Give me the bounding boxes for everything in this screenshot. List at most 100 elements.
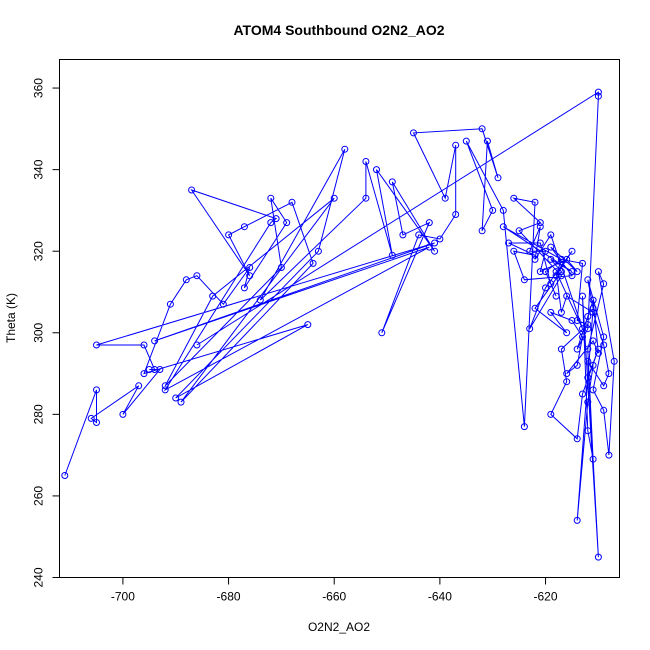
data-point — [563, 370, 571, 378]
data-point — [547, 308, 555, 316]
data-point — [531, 255, 539, 263]
data-point — [547, 410, 555, 418]
data-point — [610, 357, 618, 365]
data-point — [520, 276, 528, 284]
data-point — [579, 333, 586, 341]
data-point — [568, 247, 576, 255]
data-point — [341, 145, 349, 153]
data-point — [542, 247, 549, 255]
data-point — [425, 243, 433, 251]
data-point — [584, 345, 592, 353]
data-point — [573, 268, 581, 276]
data-point — [557, 308, 565, 316]
data-point — [557, 255, 565, 263]
data-point — [573, 516, 581, 524]
data-point — [161, 382, 169, 390]
data-point — [314, 247, 322, 255]
series-line — [64, 91, 615, 558]
x-tick-label: -700 — [111, 590, 135, 604]
x-tick-label: -680 — [217, 590, 241, 604]
data-point — [536, 219, 544, 227]
data-point — [510, 247, 518, 255]
data-point — [594, 349, 602, 357]
data-point — [246, 264, 254, 271]
data-point — [557, 345, 565, 353]
data-point — [431, 247, 439, 255]
data-point — [557, 272, 565, 280]
data-point — [161, 386, 169, 394]
data-point — [531, 198, 539, 206]
y-tick-label: 260 — [32, 486, 46, 506]
data-point — [579, 259, 586, 267]
data-point — [579, 390, 586, 398]
data-point — [172, 394, 180, 402]
data-point — [594, 553, 602, 561]
data-point — [605, 370, 613, 378]
data-point — [573, 345, 581, 353]
data-point — [589, 337, 597, 345]
data-point — [151, 366, 159, 373]
series-points — [61, 88, 618, 561]
y-axis-label: Theta (K) — [4, 293, 18, 343]
data-point — [584, 313, 592, 320]
data-point — [145, 366, 153, 373]
data-point — [584, 357, 592, 365]
x-tick-label: -620 — [534, 590, 558, 604]
data-point — [600, 406, 608, 414]
data-point — [547, 255, 555, 263]
data-point — [589, 386, 597, 394]
data-point — [573, 361, 581, 369]
data-point — [452, 211, 460, 218]
data-point — [526, 325, 534, 333]
data-point — [267, 194, 275, 202]
data-point — [505, 239, 513, 247]
data-point — [563, 329, 571, 337]
y-tick-label: 340 — [32, 159, 46, 179]
data-point — [584, 374, 592, 382]
data-point — [573, 435, 581, 443]
data-point — [283, 219, 291, 227]
x-tick-label: -640 — [428, 590, 452, 604]
data-point — [478, 125, 486, 133]
data-point — [589, 296, 597, 304]
data-point — [584, 398, 592, 406]
data-point — [209, 292, 217, 300]
data-point — [579, 325, 586, 333]
x-axis: -700 -680 -660 -640 -620 — [111, 577, 558, 604]
data-point — [536, 268, 544, 276]
data-point — [399, 231, 407, 239]
data-point — [547, 280, 555, 288]
data-point — [568, 317, 576, 324]
data-point — [462, 137, 470, 145]
data-point — [240, 223, 248, 231]
y-tick-label: 280 — [32, 404, 46, 424]
data-point — [93, 419, 100, 426]
data-point — [547, 231, 555, 239]
data-point — [494, 174, 502, 182]
data-point — [219, 300, 227, 308]
data-point — [193, 272, 201, 280]
data-point — [256, 296, 264, 304]
data-point — [600, 280, 608, 288]
data-point — [330, 194, 338, 202]
data-point — [304, 321, 312, 329]
x-tick-label: -660 — [322, 590, 346, 604]
data-point — [536, 223, 544, 231]
data-point — [600, 382, 608, 390]
data-point — [563, 292, 571, 300]
data-point — [135, 382, 143, 390]
data-point — [362, 194, 370, 202]
data-point — [436, 235, 444, 243]
data-point — [452, 141, 460, 149]
data-point — [552, 272, 560, 280]
data-point — [309, 259, 317, 267]
data-point — [589, 455, 597, 463]
data-point — [61, 472, 69, 479]
data-point — [542, 268, 549, 276]
data-point — [119, 410, 127, 418]
data-point — [166, 300, 174, 308]
data-point — [579, 292, 586, 300]
data-point — [594, 345, 602, 353]
data-point — [156, 366, 164, 373]
